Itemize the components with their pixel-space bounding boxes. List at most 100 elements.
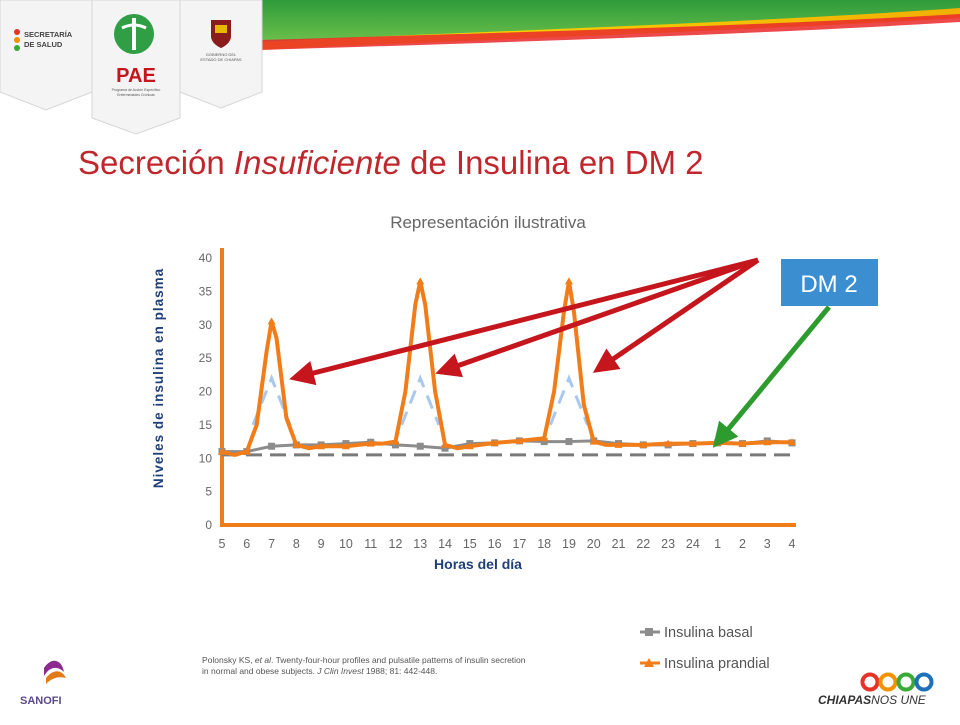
header-banner [260,0,960,50]
y-tick-label: 35 [199,284,213,298]
sanofi-bird-icon [44,660,66,684]
prandial-data-point [738,439,747,447]
legend-item-prandial: Insulina prandial [640,656,770,672]
chiapas-text: CHIAPASNOS UNE [818,693,927,707]
y-axis-label: Niveles de insulina en plasma [151,268,166,488]
x-tick-label: 3 [764,537,771,551]
basal-data-point [268,442,276,450]
ring-icon [878,672,898,692]
prandial-data-point [416,277,425,285]
red-wave [260,14,960,50]
y-tick-label: 40 [199,251,213,265]
caduceus-icon [114,14,154,54]
prandial-data-point [391,437,400,445]
x-tick-label: 9 [318,537,325,551]
ribbon-icon [14,29,20,51]
chiapas-logo: CHIAPASNOS UNE [818,672,934,707]
y-tick-label: 30 [199,318,213,332]
basal-data-point [441,444,449,452]
normal-secretion-peak-1 [251,374,292,426]
x-tick-label: 5 [219,537,226,551]
prandial-data-point [366,439,375,447]
basal-data-point [540,438,548,446]
prandial-data-point [515,436,524,444]
x-tick-label: 11 [364,537,377,551]
x-tick-label: 16 [488,537,502,551]
x-tick-label: 23 [661,537,675,551]
red-arrow-peak-2 [435,257,759,378]
x-tick-label: 15 [463,537,477,551]
basal-data-point [391,441,399,449]
legend-marker-basal [645,628,653,636]
logo-plate-right [179,0,263,109]
prandial-data-point [788,438,796,446]
callout-arrows [289,257,831,448]
sanofi-text: SANOFI [20,695,62,707]
x-tick-label: 19 [562,537,576,551]
prandial-data-point [242,447,251,455]
x-tick-label: 7 [268,537,275,551]
x-tick-label: 2 [739,537,746,551]
basal-data-point [416,442,424,450]
prandial-series-line [221,279,792,457]
x-tick-label: 13 [413,537,427,551]
normal-secretion-peak-3 [548,374,589,426]
x-tick-label: 22 [636,537,650,551]
x-axis-label: Horas del día [434,556,522,572]
prandial-data-point [341,442,350,450]
dm2-callout-text: DM 2 [800,271,857,298]
legend-label-prandial: Insulina prandial [664,656,770,672]
ring-icon [914,672,934,692]
legend-item-basal: Insulina basal [640,625,753,641]
green-wave [260,0,960,42]
y-tick-label: 25 [199,351,213,365]
normal-secretion-peak-2 [400,374,441,426]
x-tick-label: 18 [537,537,551,551]
x-tick-label: 14 [438,537,452,551]
x-tick-label: 20 [587,537,601,551]
prandial-data-point [218,447,226,455]
green-arrow-basal [712,305,831,448]
y-tick-label: 0 [205,518,212,532]
prandial-data-point [465,442,474,450]
prandial-data-point [540,434,549,442]
shield-icon [211,20,231,48]
chart-title: Representación ilustrativa [390,213,586,232]
reference-line2: in normal and obese subjects. J Clin Inv… [202,666,437,676]
pae-logo-text: PAE [116,65,156,87]
secretaria-line2: DE SALUD [24,40,63,49]
x-tick-label: 10 [339,537,353,551]
secretaria-line1: SECRETARÍA [24,30,73,39]
x-tick-label: 24 [686,537,700,551]
legend-label-basal: Insulina basal [664,625,753,641]
prandial-data-point [763,438,772,446]
red-arrow-peak-3 [592,257,760,373]
x-tick-label: 12 [389,537,403,551]
sanofi-logo: SANOFI [20,660,66,707]
dm2-callout-box [781,259,878,306]
ring-icon [896,672,916,692]
reference-line1: Polonsky KS, et al. Twenty-four-hour pro… [202,655,526,665]
slide-title-part1: Secreción [78,144,234,181]
pae-tagline-1: Programa de Acción Específico [112,88,161,92]
ring-icon [860,672,880,692]
x-tick-label: 6 [243,537,250,551]
prandial-data-point [292,440,301,448]
red-arrow-peak-1 [289,257,759,386]
x-tick-label: 1 [714,537,721,551]
y-tick-label: 15 [199,418,213,432]
header-logos: SECRETARÍA DE SALUD PAE Programa de Acci… [0,0,263,135]
prandial-data-point [688,439,697,447]
y-tick-label: 5 [205,485,212,499]
x-tick-label: 17 [512,537,526,551]
prandial-data-point [267,317,276,325]
prandial-data-point [490,438,499,446]
chiapas-rings [860,672,934,692]
prandial-data-point [614,440,623,448]
legend-marker-prandial [644,658,654,667]
x-tick-label: 8 [293,537,300,551]
x-tick-label: 4 [789,537,796,551]
